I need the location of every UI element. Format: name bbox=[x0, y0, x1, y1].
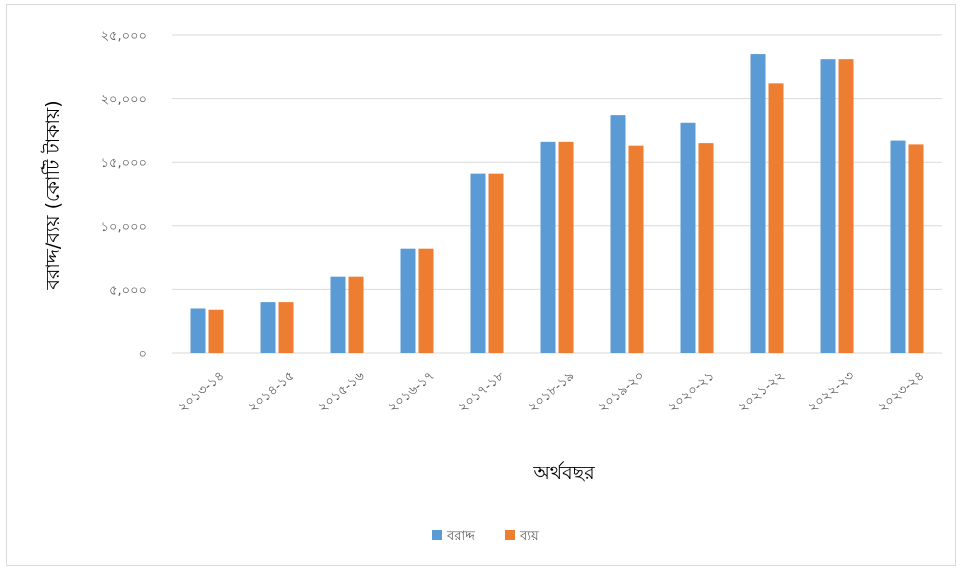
bar-expenditure bbox=[838, 59, 854, 353]
bar-expenditure bbox=[698, 143, 714, 353]
bar-expenditure bbox=[348, 276, 364, 353]
bar-allocation bbox=[190, 308, 206, 353]
bar-allocation bbox=[890, 140, 906, 353]
x-tick-label: ২০২৩-২৪ bbox=[875, 369, 927, 416]
bar-expenditure bbox=[278, 302, 294, 353]
y-axis-ticks: ০ ৫,০০০ ১০,০০০ ১৫,০০০ ২০,০০০ ২৫,০০০ bbox=[101, 29, 147, 362]
bar-allocation bbox=[820, 59, 836, 353]
bar-allocation bbox=[470, 173, 486, 353]
bar-allocation bbox=[750, 54, 766, 353]
legend: বরাদ্দ ব্যয় bbox=[432, 529, 539, 544]
x-axis-ticks: ২০১৩-১৪ ২০১৪-১৫ ২০১৫-১৬ ২০১৬-১৭ ২০১৭-১৮ ২০১৮-… bbox=[176, 368, 928, 415]
bar-allocation bbox=[680, 122, 696, 353]
bar-expenditure bbox=[558, 141, 574, 353]
x-axis-title: অর্থবছর bbox=[532, 461, 595, 484]
y-tick-label: ১০,০০০ bbox=[101, 220, 147, 235]
x-tick-label: ২০২০-২১ bbox=[665, 369, 717, 416]
legend-swatch bbox=[432, 530, 442, 540]
bar-expenditure bbox=[208, 309, 224, 353]
bar-expenditure bbox=[908, 144, 924, 353]
legend-swatch bbox=[505, 530, 515, 540]
chart-frame: ০ ৫,০০০ ১০,০০০ ১৫,০০০ ২০,০০০ ২৫,০০০ ২০১৩-১৪ ২০… bbox=[6, 4, 956, 566]
x-tick-label: ২০২১-২২ bbox=[735, 369, 787, 416]
x-tick-label: ২০১৬-১৭ bbox=[386, 369, 438, 416]
x-tick-label: ২০১৮-১৯ bbox=[526, 369, 578, 416]
bar-allocation bbox=[400, 248, 416, 353]
x-tick-label: ২০১৩-১৪ bbox=[176, 369, 228, 416]
y-tick-label: ০ bbox=[139, 347, 147, 362]
bar-allocation bbox=[610, 115, 626, 353]
bar-allocation bbox=[330, 276, 346, 353]
bar-allocation bbox=[540, 141, 556, 353]
y-tick-label: ২০,০০০ bbox=[101, 93, 147, 108]
gridlines bbox=[172, 34, 942, 354]
x-tick-label: ২০১৪-১৫ bbox=[246, 369, 298, 416]
y-tick-label: ২৫,০০০ bbox=[101, 29, 147, 44]
legend-label: বরাদ্দ bbox=[446, 529, 475, 544]
x-tick-label: ২০১৯-২০ bbox=[596, 369, 648, 416]
y-axis-title: বরাদ্দ/ব্যয় (কোটি টাকায়) bbox=[41, 100, 64, 290]
x-tick-label: ২০১৭-১৮ bbox=[456, 368, 508, 415]
bar-expenditure bbox=[418, 248, 434, 353]
bar-expenditure bbox=[488, 173, 504, 353]
bar-expenditure bbox=[768, 83, 784, 353]
bars bbox=[190, 54, 924, 353]
bar-expenditure bbox=[628, 145, 644, 353]
y-tick-label: ১৫,০০০ bbox=[101, 156, 147, 171]
bar-allocation bbox=[260, 302, 276, 353]
y-tick-label: ৫,০০০ bbox=[109, 283, 147, 298]
legend-label: ব্যয় bbox=[519, 529, 539, 544]
x-tick-label: ২০১৫-১৬ bbox=[316, 368, 368, 415]
x-tick-label: ২০২২-২৩ bbox=[805, 369, 857, 416]
